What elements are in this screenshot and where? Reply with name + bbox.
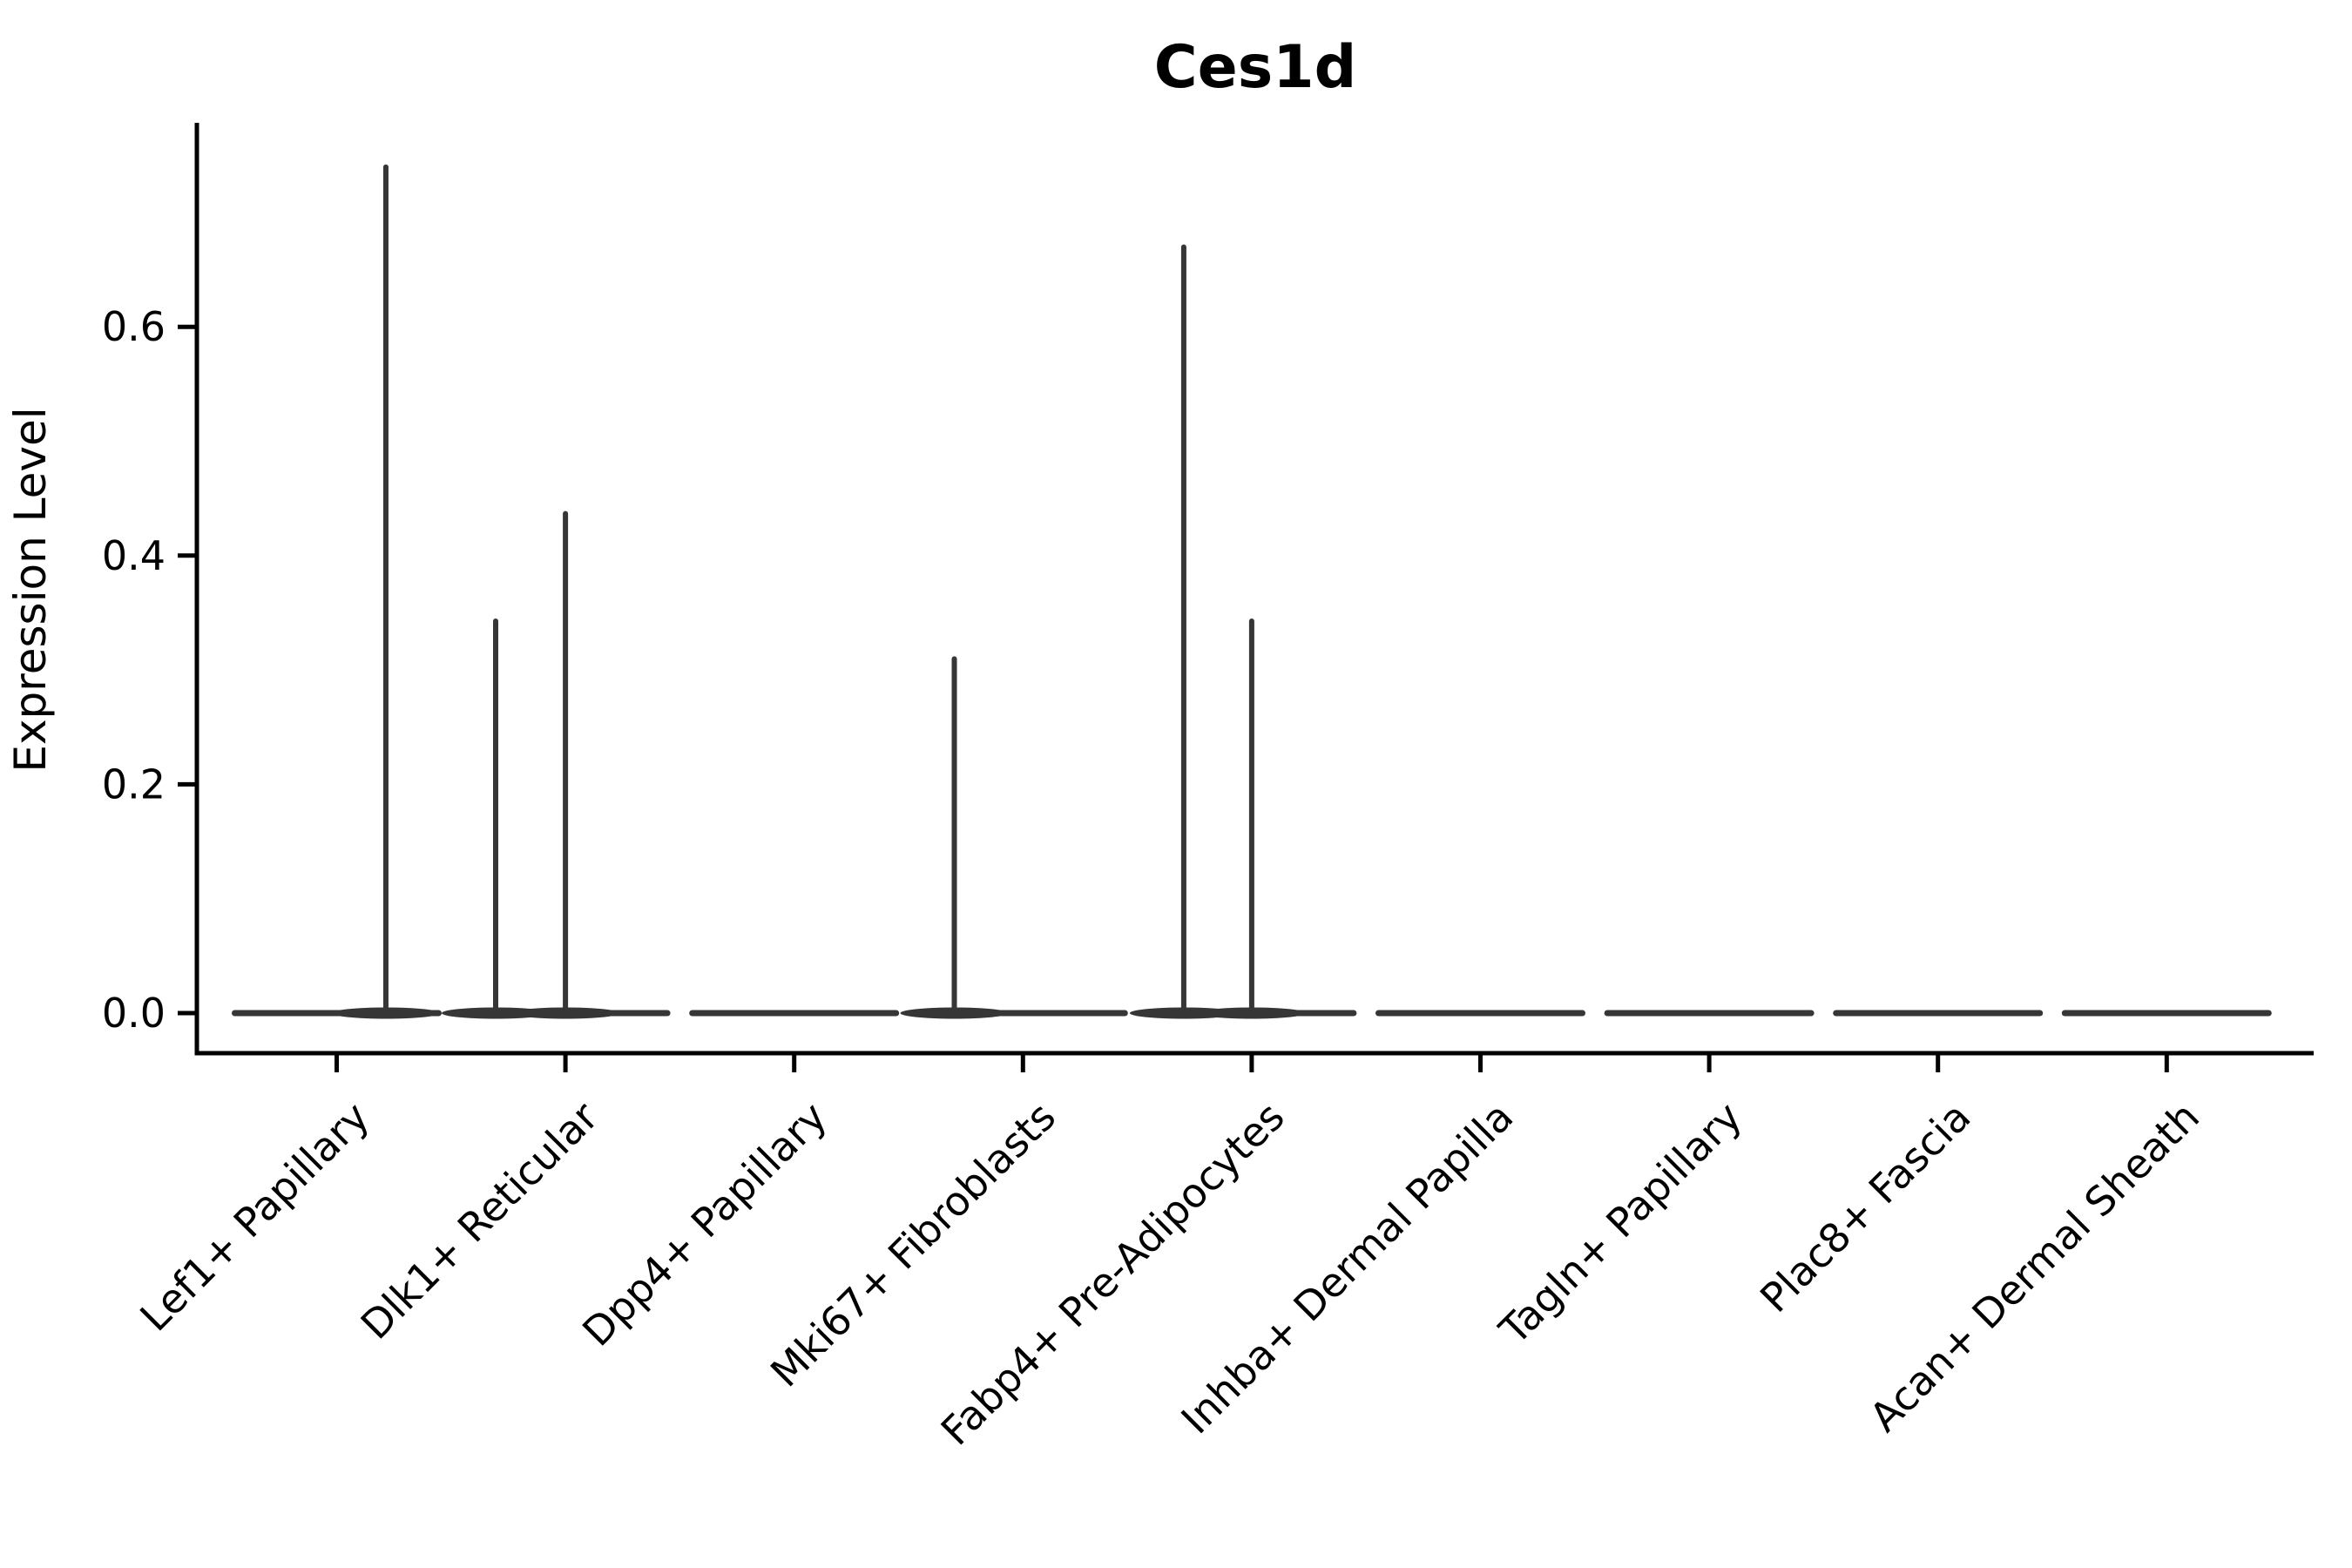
y-tick-label: 0.6: [102, 303, 166, 350]
y-tick-label: 0.2: [102, 760, 166, 808]
violin-3: [900, 656, 1128, 1019]
y-axis-ticks: 0.0 0.2 0.4 0.6: [102, 303, 197, 1037]
violin-4: [1129, 244, 1357, 1019]
chart-title: Ces1d: [1154, 33, 1357, 102]
x-tick-label: Plac8+ Fascia: [1751, 1093, 1979, 1321]
y-axis-label: Expression Level: [5, 407, 56, 772]
y-tick-label: 0.0: [102, 990, 166, 1037]
violin-1: [442, 510, 671, 1019]
y-tick-label: 0.4: [102, 532, 166, 579]
x-tick-label: Tagln+ Papillary: [1490, 1093, 1751, 1355]
x-tick-label: Lef1+ Papillary: [131, 1093, 378, 1341]
violin-0: [232, 164, 442, 1019]
x-tick-label: Dlk1+ Reticular: [352, 1093, 607, 1348]
axes: [194, 123, 2314, 1056]
x-tick-label: Dpp4+ Papillary: [573, 1093, 835, 1355]
violin-shapes: [232, 164, 2272, 1019]
